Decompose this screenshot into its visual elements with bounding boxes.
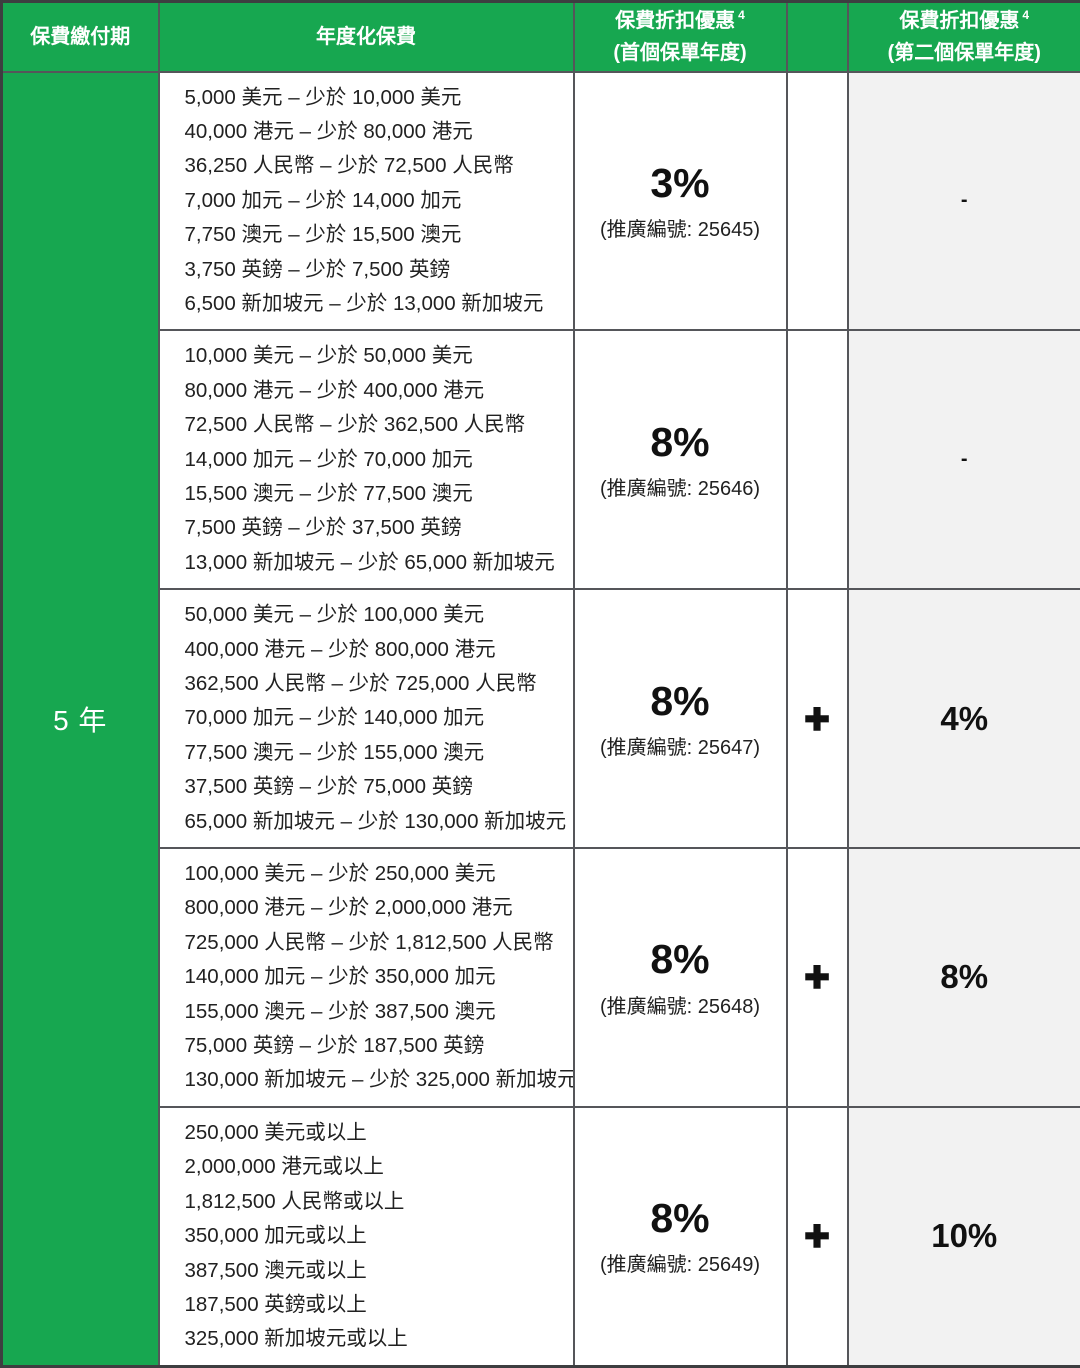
premium-range-line: 400,000 港元 – 少於 800,000 港元 — [185, 633, 565, 667]
premium-range-cell: 10,000 美元 – 少於 50,000 美元 80,000 港元 – 少於 … — [159, 330, 574, 589]
premium-range-cell: 100,000 美元 – 少於 250,000 美元 800,000 港元 – … — [159, 848, 574, 1107]
premium-range-line: 37,500 英鎊 – 少於 75,000 英鎊 — [185, 770, 565, 804]
first-year-discount-cell: 3% (推廣編號: 25645) — [574, 72, 787, 331]
plus-sign: + — [805, 1212, 830, 1259]
premium-range-line: 3,750 英鎊 – 少於 7,500 英鎊 — [185, 253, 565, 287]
premium-range-line: 800,000 港元 – 少於 2,000,000 港元 — [185, 891, 565, 925]
promo-code: (推廣編號: 25649) — [575, 1248, 786, 1277]
header-payment-term: 保費繳付期 — [2, 2, 159, 72]
second-year-discount-cell: - — [848, 72, 1080, 331]
plus-cell — [787, 330, 848, 589]
discount-title-text: 保費折扣優惠 — [899, 10, 1019, 32]
premium-range-line: 80,000 港元 – 少於 400,000 港元 — [185, 374, 565, 408]
first-year-discount-value: 8% — [575, 678, 786, 725]
second-year-discount-value: - — [961, 448, 968, 470]
second-year-discount-value: - — [961, 189, 968, 211]
premium-range-line: 7,500 英鎊 – 少於 37,500 英鎊 — [185, 511, 565, 545]
promo-code: (推廣編號: 25646) — [575, 472, 786, 501]
table-row: 250,000 美元或以上 2,000,000 港元或以上 1,812,500 … — [2, 1107, 1080, 1366]
header-second-year-subtitle: (第二個保單年度) — [849, 37, 1080, 69]
header-payment-term-label: 保費繳付期 — [30, 26, 130, 48]
first-year-discount-value: 8% — [575, 1195, 786, 1242]
premium-range-line: 725,000 人民幣 – 少於 1,812,500 人民幣 — [185, 926, 565, 960]
discount-title-text: 保費折扣優惠 — [615, 10, 735, 32]
premium-range-line: 1,812,500 人民幣或以上 — [185, 1185, 565, 1219]
premium-range-line: 155,000 澳元 – 少於 387,500 澳元 — [185, 995, 565, 1029]
plus-cell: + — [787, 589, 848, 848]
second-year-discount-cell: 4% — [848, 589, 1080, 848]
plus-cell — [787, 72, 848, 331]
first-year-discount-value: 3% — [575, 160, 786, 207]
header-annualized-premium-label: 年度化保費 — [316, 26, 416, 48]
premium-range-line: 6,500 新加坡元 – 少於 13,000 新加坡元 — [185, 287, 565, 321]
premium-range-cell: 5,000 美元 – 少於 10,000 美元 40,000 港元 – 少於 8… — [159, 72, 574, 331]
premium-range-line: 187,500 英鎊或以上 — [185, 1288, 565, 1322]
premium-range-line: 325,000 新加坡元或以上 — [185, 1322, 565, 1356]
premium-range-line: 40,000 港元 – 少於 80,000 港元 — [185, 115, 565, 149]
premium-range-cell: 250,000 美元或以上 2,000,000 港元或以上 1,812,500 … — [159, 1107, 574, 1366]
header-plus-spacer — [787, 2, 848, 72]
premium-range-line: 100,000 美元 – 少於 250,000 美元 — [185, 857, 565, 891]
first-year-discount-cell: 8% (推廣編號: 25647) — [574, 589, 787, 848]
premium-range-line: 77,500 澳元 – 少於 155,000 澳元 — [185, 736, 565, 770]
header-annualized-premium: 年度化保費 — [159, 2, 574, 72]
second-year-discount-value: 10% — [931, 1217, 997, 1254]
first-year-discount-cell: 8% (推廣編號: 25649) — [574, 1107, 787, 1366]
plus-sign: + — [805, 695, 830, 742]
footnote-superscript: 4 — [1022, 8, 1029, 22]
premium-range-line: 7,000 加元 – 少於 14,000 加元 — [185, 184, 565, 218]
premium-range-line: 13,000 新加坡元 – 少於 65,000 新加坡元 — [185, 546, 565, 580]
premium-range-line: 5,000 美元 – 少於 10,000 美元 — [185, 81, 565, 115]
promo-code: (推廣編號: 25647) — [575, 731, 786, 760]
table-row: 100,000 美元 – 少於 250,000 美元 800,000 港元 – … — [2, 848, 1080, 1107]
premium-range-line: 140,000 加元 – 少於 350,000 加元 — [185, 960, 565, 994]
table-row: 5 年 5,000 美元 – 少於 10,000 美元 40,000 港元 – … — [2, 72, 1080, 331]
table-row: 50,000 美元 – 少於 100,000 美元 400,000 港元 – 少… — [2, 589, 1080, 848]
footnote-superscript: 4 — [738, 8, 745, 22]
premium-range-line: 65,000 新加坡元 – 少於 130,000 新加坡元 — [185, 805, 565, 839]
premium-range-line: 75,000 英鎊 – 少於 187,500 英鎊 — [185, 1029, 565, 1063]
first-year-discount-cell: 8% (推廣編號: 25648) — [574, 848, 787, 1107]
plus-cell: + — [787, 848, 848, 1107]
premium-range-line: 362,500 人民幣 – 少於 725,000 人民幣 — [185, 667, 565, 701]
table-row: 10,000 美元 – 少於 50,000 美元 80,000 港元 – 少於 … — [2, 330, 1080, 589]
premium-range-line: 50,000 美元 – 少於 100,000 美元 — [185, 598, 565, 632]
premium-range-line: 15,500 澳元 – 少於 77,500 澳元 — [185, 477, 565, 511]
premium-range-line: 250,000 美元或以上 — [185, 1116, 565, 1150]
premium-range-line: 350,000 加元或以上 — [185, 1219, 565, 1253]
premium-range-line: 387,500 澳元或以上 — [185, 1254, 565, 1288]
second-year-discount-cell: 8% — [848, 848, 1080, 1107]
plus-cell: + — [787, 1107, 848, 1366]
first-year-discount-value: 8% — [575, 419, 786, 466]
second-year-discount-value: 4% — [940, 700, 988, 737]
premium-range-cell: 50,000 美元 – 少於 100,000 美元 400,000 港元 – 少… — [159, 589, 574, 848]
first-year-discount-value: 8% — [575, 936, 786, 983]
second-year-discount-cell: 10% — [848, 1107, 1080, 1366]
plus-sign: + — [805, 953, 830, 1000]
promo-code: (推廣編號: 25645) — [575, 213, 786, 242]
payment-term-cell: 5 年 — [2, 72, 159, 1367]
header-first-year-subtitle: (首個保單年度) — [575, 37, 786, 69]
premium-range-line: 2,000,000 港元或以上 — [185, 1150, 565, 1184]
premium-range-line: 10,000 美元 – 少於 50,000 美元 — [185, 339, 565, 373]
premium-range-line: 36,250 人民幣 – 少於 72,500 人民幣 — [185, 149, 565, 183]
premium-range-line: 14,000 加元 – 少於 70,000 加元 — [185, 443, 565, 477]
premium-range-line: 70,000 加元 – 少於 140,000 加元 — [185, 701, 565, 735]
premium-range-line: 72,500 人民幣 – 少於 362,500 人民幣 — [185, 408, 565, 442]
second-year-discount-cell: - — [848, 330, 1080, 589]
first-year-discount-cell: 8% (推廣編號: 25646) — [574, 330, 787, 589]
premium-range-line: 7,750 澳元 – 少於 15,500 澳元 — [185, 218, 565, 252]
promo-code: (推廣編號: 25648) — [575, 990, 786, 1019]
premium-range-line: 130,000 新加坡元 – 少於 325,000 新加坡元 — [185, 1063, 565, 1097]
second-year-discount-value: 8% — [940, 958, 988, 995]
